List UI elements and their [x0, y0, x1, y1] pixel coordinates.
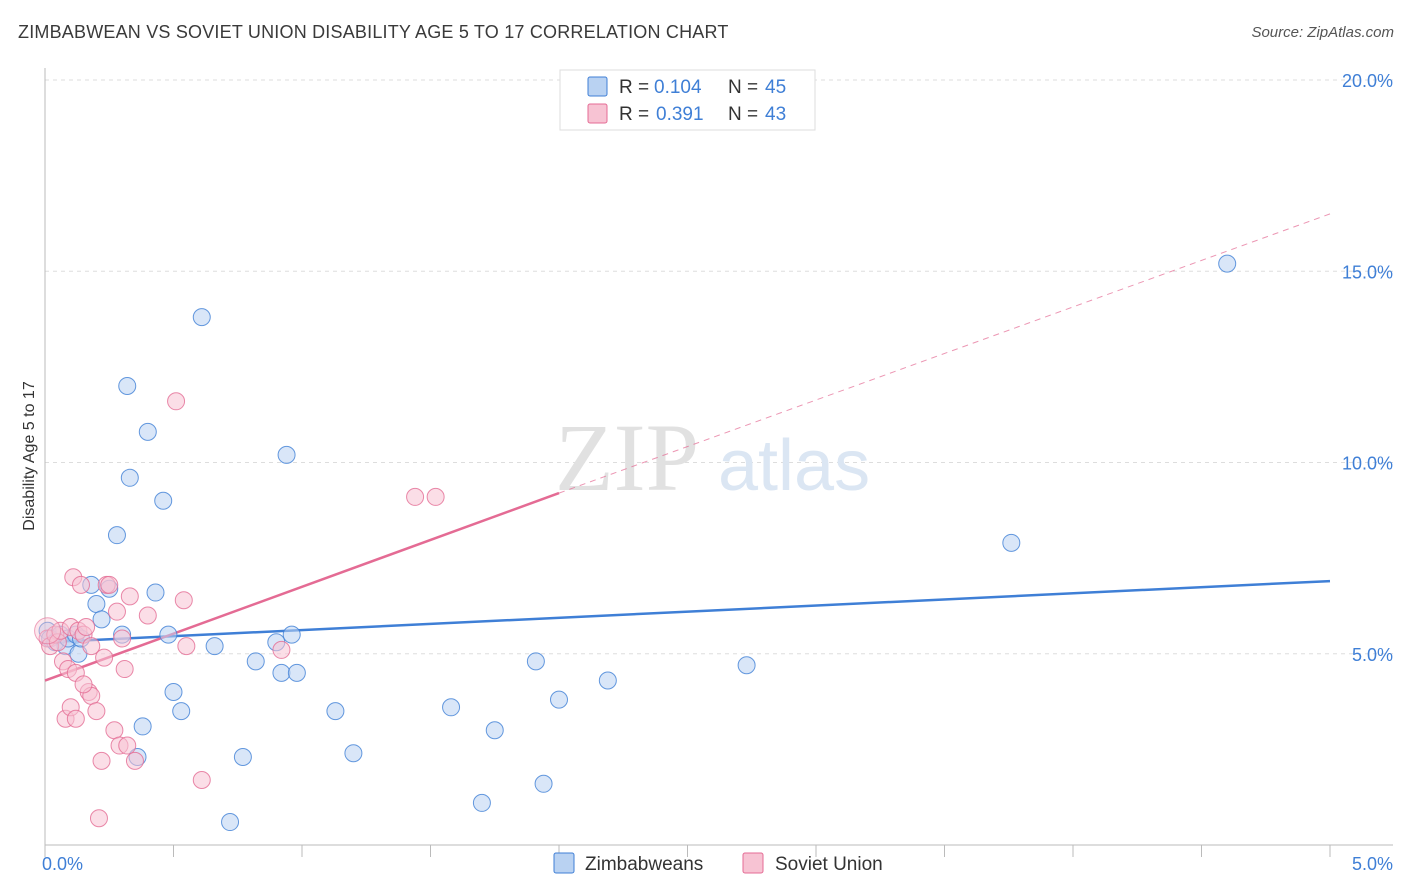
bottom-legend: Zimbabweans Soviet Union — [553, 852, 883, 875]
data-point — [164, 683, 183, 701]
data-point — [92, 751, 111, 770]
data-point — [82, 637, 101, 656]
data-point — [192, 308, 211, 327]
legend-r-value-2: 0.391 — [656, 104, 704, 125]
legend-swatch-zimbabweans — [587, 76, 608, 97]
data-point — [172, 702, 191, 721]
data-point — [71, 575, 90, 594]
bottom-legend-label-zimbabweans: Zimbabweans — [585, 854, 703, 875]
watermark-atlas: atlas — [718, 426, 870, 506]
x-tick-label: 5.0% — [1352, 854, 1393, 874]
data-point — [159, 625, 178, 644]
data-point — [344, 744, 363, 763]
data-point — [406, 487, 425, 506]
data-point — [118, 377, 137, 395]
data-point — [737, 656, 756, 675]
data-point — [120, 468, 139, 487]
data-point — [154, 491, 173, 510]
data-point — [87, 595, 106, 614]
points-layer — [34, 254, 1237, 832]
data-point — [66, 709, 85, 728]
data-point — [167, 392, 186, 411]
y-tick-label: 5.0% — [1352, 645, 1393, 665]
data-point — [192, 770, 211, 789]
chart-title: ZIMBABWEAN VS SOVIET UNION DISABILITY AG… — [18, 22, 729, 42]
bottom-legend-label-soviet-union: Soviet Union — [775, 854, 883, 875]
data-point — [287, 663, 306, 682]
data-point — [107, 526, 126, 545]
legend: R = 0.104 N = 45 R = 0.391 N = 43 — [559, 69, 816, 131]
x-tick-label: 0.0% — [42, 854, 83, 874]
data-point — [205, 637, 224, 656]
data-point — [125, 751, 144, 770]
y-tick-label: 20.0% — [1342, 71, 1393, 91]
data-point — [92, 610, 111, 629]
data-point — [87, 702, 106, 721]
legend-n-value-1: 45 — [765, 77, 786, 98]
data-point — [174, 591, 193, 610]
data-point — [177, 637, 196, 656]
bottom-legend-swatch-zimbabweans — [553, 852, 575, 874]
data-point — [105, 721, 124, 740]
trend-line-extension — [558, 213, 1331, 494]
legend-r-label-1: R = — [619, 77, 649, 98]
data-point — [534, 774, 553, 793]
watermark-zip: ZIP — [555, 404, 699, 511]
legend-n-label-2: N = — [728, 104, 758, 125]
y-tick-label: 10.0% — [1342, 454, 1393, 474]
data-point — [77, 617, 96, 636]
trend-line — [44, 579, 1331, 644]
data-point — [74, 675, 93, 694]
data-point — [1218, 254, 1237, 273]
data-point — [100, 575, 119, 594]
data-point — [118, 736, 137, 755]
data-point — [107, 602, 126, 621]
legend-swatch-soviet-union — [587, 103, 608, 124]
tick-label-layer: 5.0% 10.0% 15.0% 20.0% 0.0% 5.0% — [42, 71, 1393, 874]
y-axis-label: Disability Age 5 to 17 — [21, 381, 38, 531]
data-point — [526, 652, 545, 671]
trend-line — [44, 491, 560, 682]
y-tick-label: 15.0% — [1342, 262, 1393, 282]
data-point — [326, 702, 345, 721]
data-point — [233, 748, 252, 767]
data-point — [485, 721, 504, 740]
data-point — [146, 583, 165, 602]
legend-n-value-2: 43 — [765, 104, 786, 125]
bottom-legend-swatch-soviet-union — [742, 852, 764, 874]
trend-layer — [44, 213, 1331, 682]
data-point — [113, 629, 132, 648]
legend-r-label-2: R = — [619, 104, 649, 125]
data-point-cluster — [34, 617, 62, 645]
data-point — [426, 487, 445, 506]
data-point — [272, 663, 291, 682]
data-point — [221, 813, 240, 832]
data-point — [138, 606, 157, 625]
data-point — [133, 717, 152, 736]
data-point — [89, 809, 108, 828]
data-point — [282, 625, 301, 644]
data-point — [115, 660, 134, 679]
watermark: ZIP atlas — [555, 404, 870, 511]
legend-r-value-1: 0.104 — [654, 77, 702, 98]
axis-layer — [44, 68, 1393, 857]
data-point — [272, 640, 291, 659]
data-point — [95, 648, 114, 667]
data-point — [138, 422, 157, 441]
legend-n-label-1: N = — [728, 77, 758, 98]
data-point — [1002, 533, 1021, 552]
data-point — [598, 671, 617, 690]
data-point — [120, 587, 139, 606]
grid-layer — [45, 79, 1393, 655]
data-point — [246, 652, 265, 671]
data-point — [550, 690, 568, 709]
data-point — [472, 793, 491, 812]
source-credit: Source: ZipAtlas.com — [1251, 24, 1394, 41]
data-point — [442, 698, 461, 717]
data-point — [277, 445, 296, 464]
